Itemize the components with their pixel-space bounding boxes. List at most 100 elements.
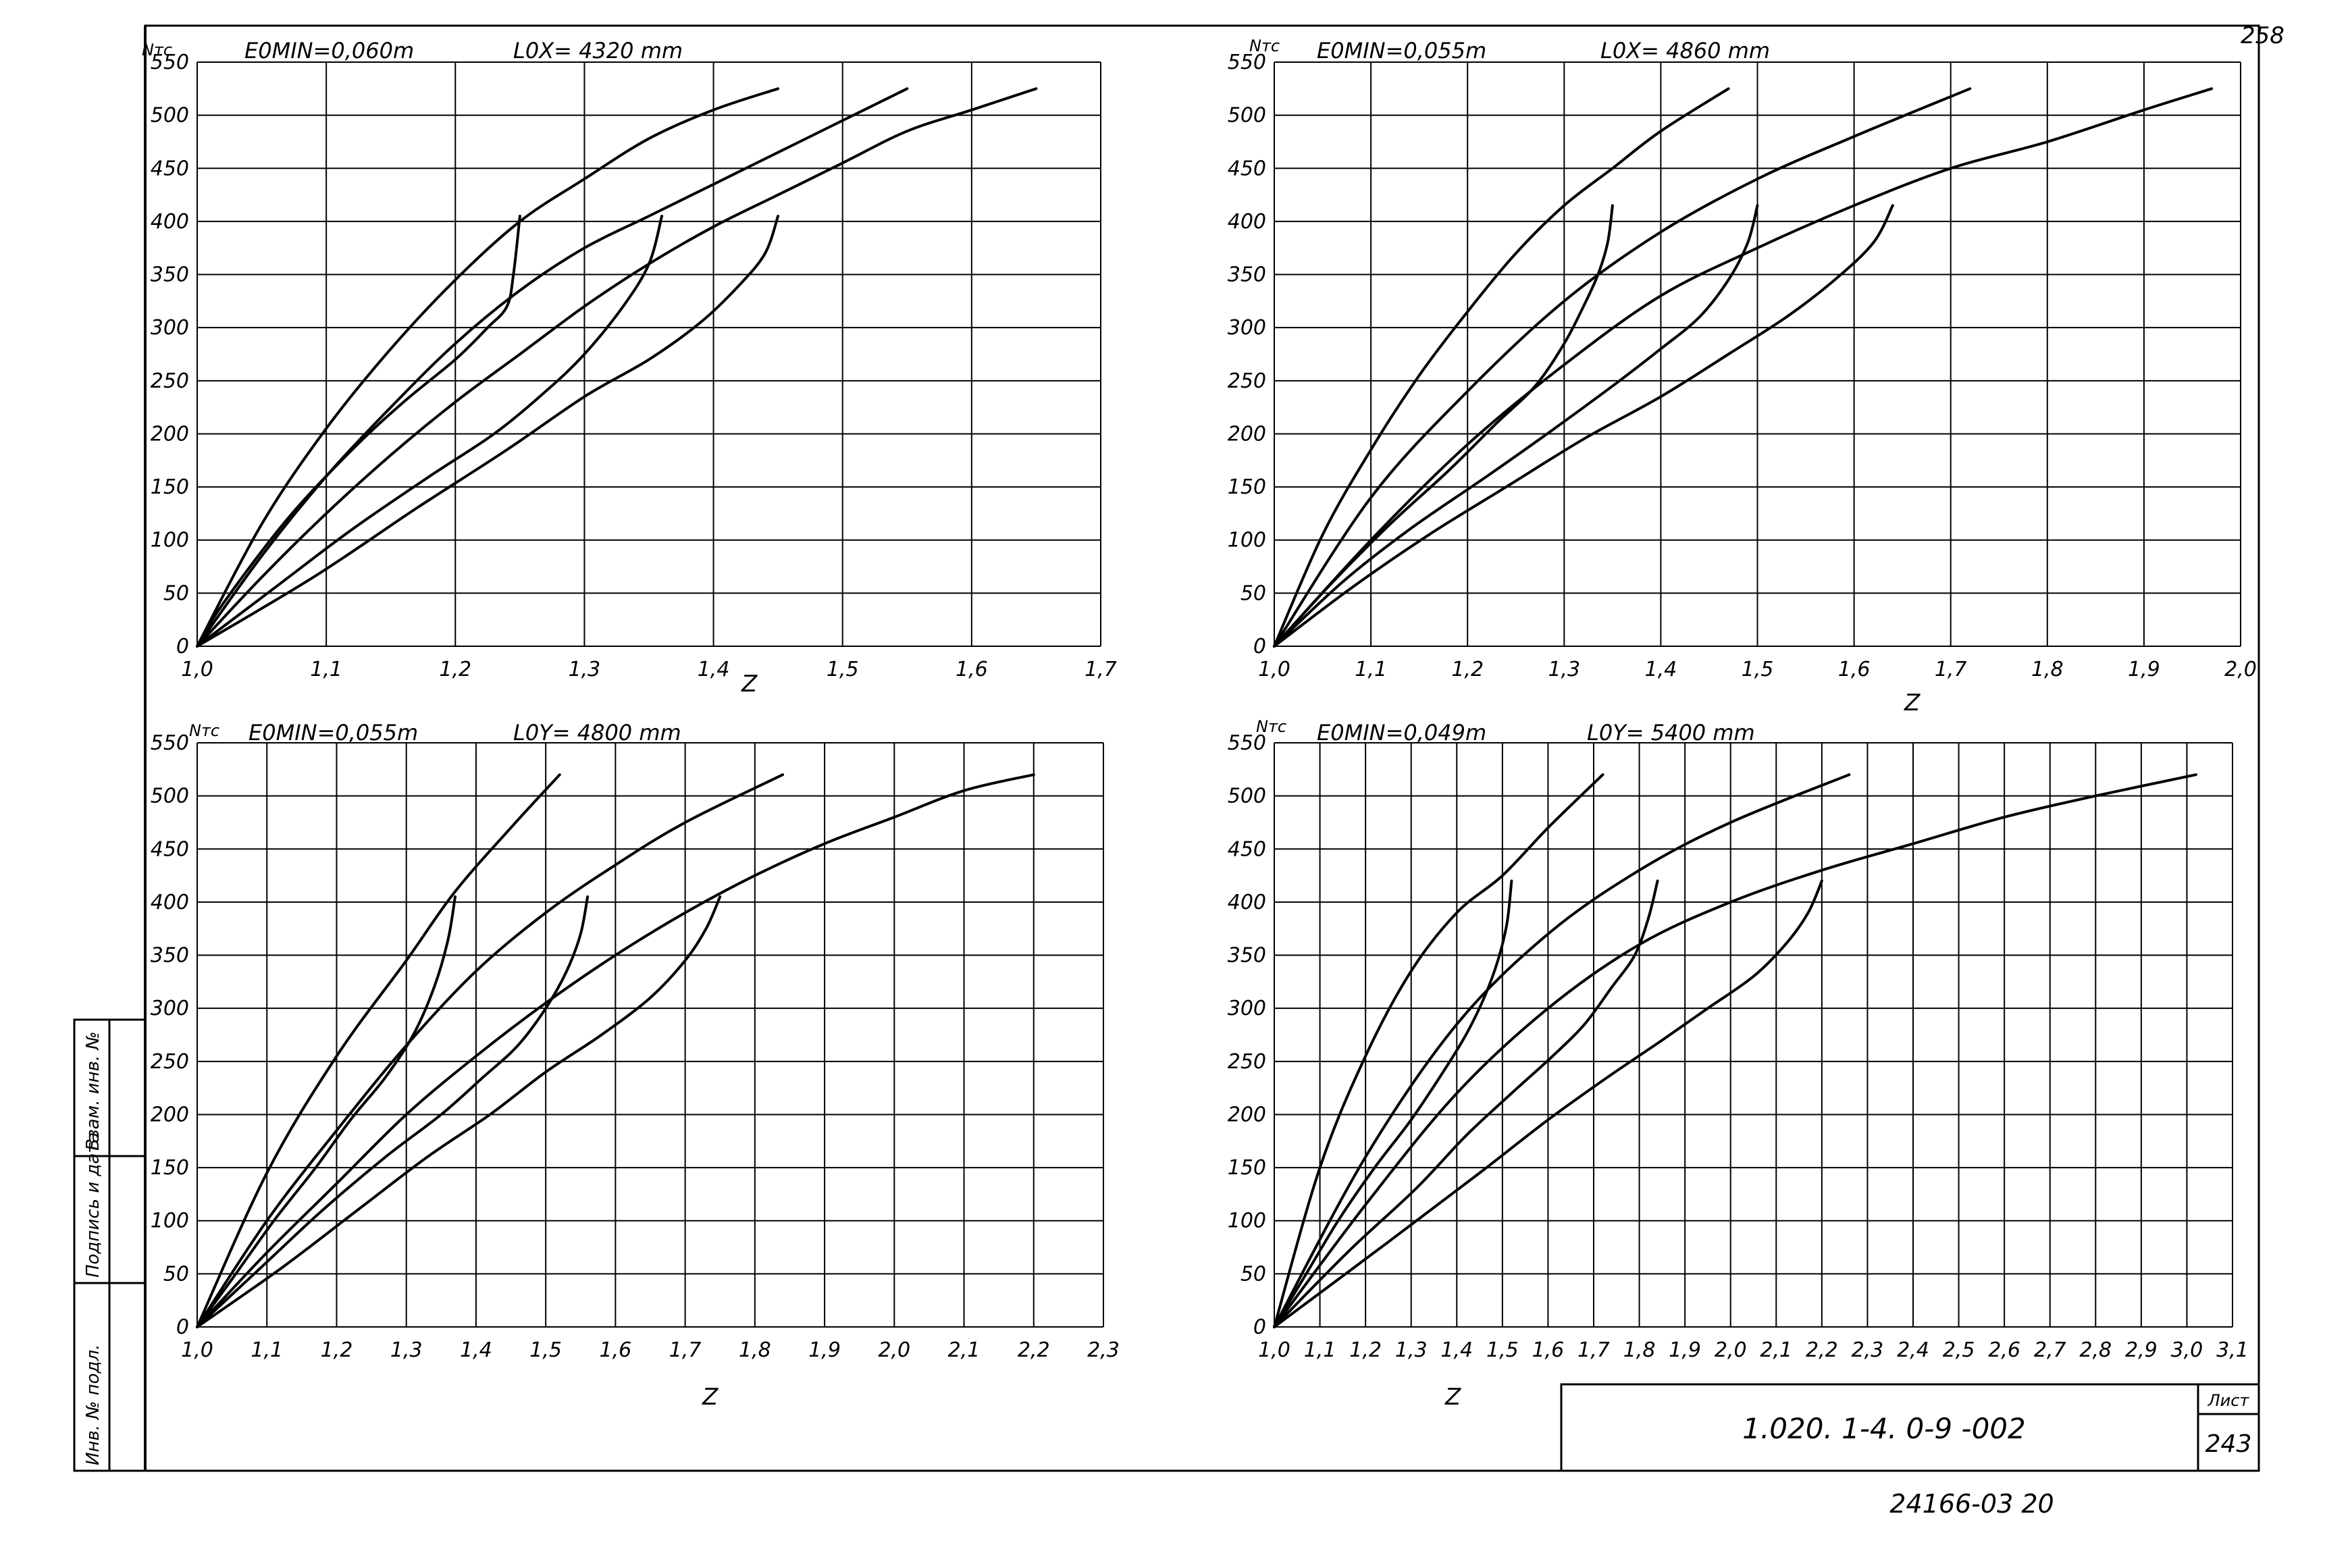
series-line-6	[1273, 879, 1823, 1328]
x-tick-label: 1,9	[2128, 658, 2160, 681]
series-line-2	[196, 773, 785, 1328]
chart-header-e0min: E0MIN=0,060m	[244, 38, 414, 63]
y-tick-label: 100	[1228, 1209, 1266, 1233]
y-tick-label: 350	[1228, 263, 1266, 287]
x-tick-label: 1,1	[251, 1338, 283, 1362]
y-tick-label: 50	[1241, 1262, 1266, 1286]
x-tick-label: 1,9	[1669, 1338, 1701, 1362]
y-tick-label: 50	[163, 581, 189, 605]
y-tick-label: 400	[1228, 891, 1266, 914]
y-tick-label: 150	[151, 475, 189, 499]
x-tick-label: 2,7	[2034, 1338, 2066, 1362]
y-tick-label: 100	[1228, 529, 1266, 552]
series-line-1	[196, 87, 780, 648]
series-line-5	[196, 215, 664, 648]
y-tick-label: 300	[151, 316, 189, 340]
x-tick-label: 1,1	[1304, 1338, 1336, 1362]
sheet-value: 243	[2205, 1430, 2252, 1458]
y-tick-label: 450	[151, 837, 189, 861]
y-tick-label: 300	[1228, 997, 1266, 1020]
x-tick-label: 2,1	[1760, 1338, 1792, 1362]
x-tick-label: 1,7	[669, 1338, 702, 1362]
x-tick-label: 1,8	[2031, 658, 2064, 681]
x-tick-label: 1,6	[1838, 658, 1871, 681]
x-tick-label: 1,3	[1548, 658, 1580, 681]
series-line-6	[196, 215, 780, 648]
y-tick-label: 550	[1228, 51, 1266, 74]
x-tick-label: 2,0	[1715, 1338, 1747, 1362]
side-stamp: Инв. № подл. Подпись и дата Взам. инв. №	[73, 1018, 147, 1472]
series-line-3	[196, 87, 1038, 648]
x-tick-label: 1,2	[1349, 1338, 1382, 1362]
x-tick-label: 1,9	[808, 1338, 841, 1362]
y-tick-label: 400	[151, 891, 189, 914]
x-tick-label: 1,3	[390, 1338, 423, 1362]
y-axis-label: Nтс	[189, 721, 219, 740]
y-tick-label: 0	[176, 635, 189, 658]
x-tick-label: 1,6	[600, 1338, 632, 1362]
x-tick-label: 1,6	[1532, 1338, 1565, 1362]
y-tick-label: 150	[1228, 475, 1266, 499]
x-tick-label: 3,0	[2171, 1338, 2203, 1362]
series-line-1	[196, 773, 561, 1328]
y-axis-label: Nтс	[1249, 36, 1280, 55]
y-tick-label: 450	[1228, 837, 1266, 861]
x-tick-label: 1,7	[1577, 1338, 1610, 1362]
chart-header-e0min: E0MIN=0,049m	[1317, 720, 1486, 746]
y-tick-label: 150	[151, 1156, 189, 1180]
y-tick-label: 150	[1228, 1156, 1266, 1180]
x-tick-label: 1,5	[1486, 1338, 1519, 1362]
y-tick-label: 250	[151, 369, 189, 393]
series-line-2	[1273, 773, 1851, 1328]
x-axis-label: Z	[1444, 1384, 1461, 1411]
series-line-4	[196, 215, 521, 648]
y-tick-label: 300	[1228, 316, 1266, 340]
x-tick-label: 2,2	[1018, 1338, 1050, 1362]
x-tick-label: 1,8	[739, 1338, 771, 1362]
y-tick-label: 300	[151, 997, 189, 1020]
chart-header-length: L0Y= 5400 mm	[1587, 720, 1755, 746]
y-tick-label: 250	[1228, 369, 1266, 393]
series-line-5	[196, 895, 590, 1328]
y-tick-label: 100	[151, 1209, 189, 1233]
series-line-4	[1273, 879, 1513, 1328]
x-axis-label: Z	[702, 1384, 719, 1411]
x-tick-label: 3,1	[2216, 1338, 2249, 1362]
title-block-frame	[1560, 1383, 2260, 1472]
series-line-4	[196, 895, 456, 1328]
series-line-3	[1273, 87, 2214, 648]
chart-header-length: L0Y= 4800 mm	[513, 720, 681, 746]
y-tick-label: 400	[1228, 210, 1266, 234]
side-stamp-inv-no: Инв. № подл.	[83, 1344, 103, 1465]
x-tick-label: 1,2	[439, 658, 471, 681]
x-tick-label: 1,2	[321, 1338, 353, 1362]
chart-panel-top-left: Nтс E0MIN=0,060m L0X= 4320 mm Z 0 50 100 15…	[142, 38, 1117, 698]
series-line-3	[1273, 773, 2197, 1328]
x-tick-label: 2,3	[1852, 1338, 1884, 1362]
y-tick-label: 500	[1228, 785, 1266, 808]
x-tick-label: 1,7	[1935, 658, 1967, 681]
x-tick-label: 1,3	[1395, 1338, 1428, 1362]
y-axis-label: Nтс	[1256, 717, 1286, 736]
series-line-5	[1273, 204, 1759, 648]
x-tick-label: 2,9	[2125, 1338, 2158, 1362]
x-tick-label: 2,2	[1806, 1338, 1838, 1362]
y-tick-label: 200	[151, 422, 189, 446]
x-tick-label: 1,0	[181, 1338, 213, 1362]
y-tick-label: 550	[151, 51, 189, 74]
series-line-1	[1273, 773, 1604, 1328]
x-tick-label: 1,6	[956, 658, 988, 681]
x-tick-label: 2,0	[878, 1338, 910, 1362]
x-tick-label: 1,5	[827, 658, 859, 681]
x-tick-label: 1,7	[1085, 658, 1117, 681]
archive-code: 24166-03 20	[1889, 1489, 2054, 1519]
chart-panel-top-right: Nтс E0MIN=0,055m L0X= 4860 mm Z 0 50 100 15…	[1228, 36, 2257, 716]
y-axis-label: Nтс	[142, 41, 172, 59]
x-tick-label: 2,6	[1988, 1338, 2020, 1362]
x-tick-label: 2,0	[2224, 658, 2257, 681]
y-tick-label: 550	[1228, 731, 1266, 755]
y-tick-label: 200	[151, 1103, 189, 1126]
x-axis-label: Z	[741, 671, 758, 698]
side-stamp-replacement-inv: Взам. инв. №	[83, 1031, 103, 1151]
